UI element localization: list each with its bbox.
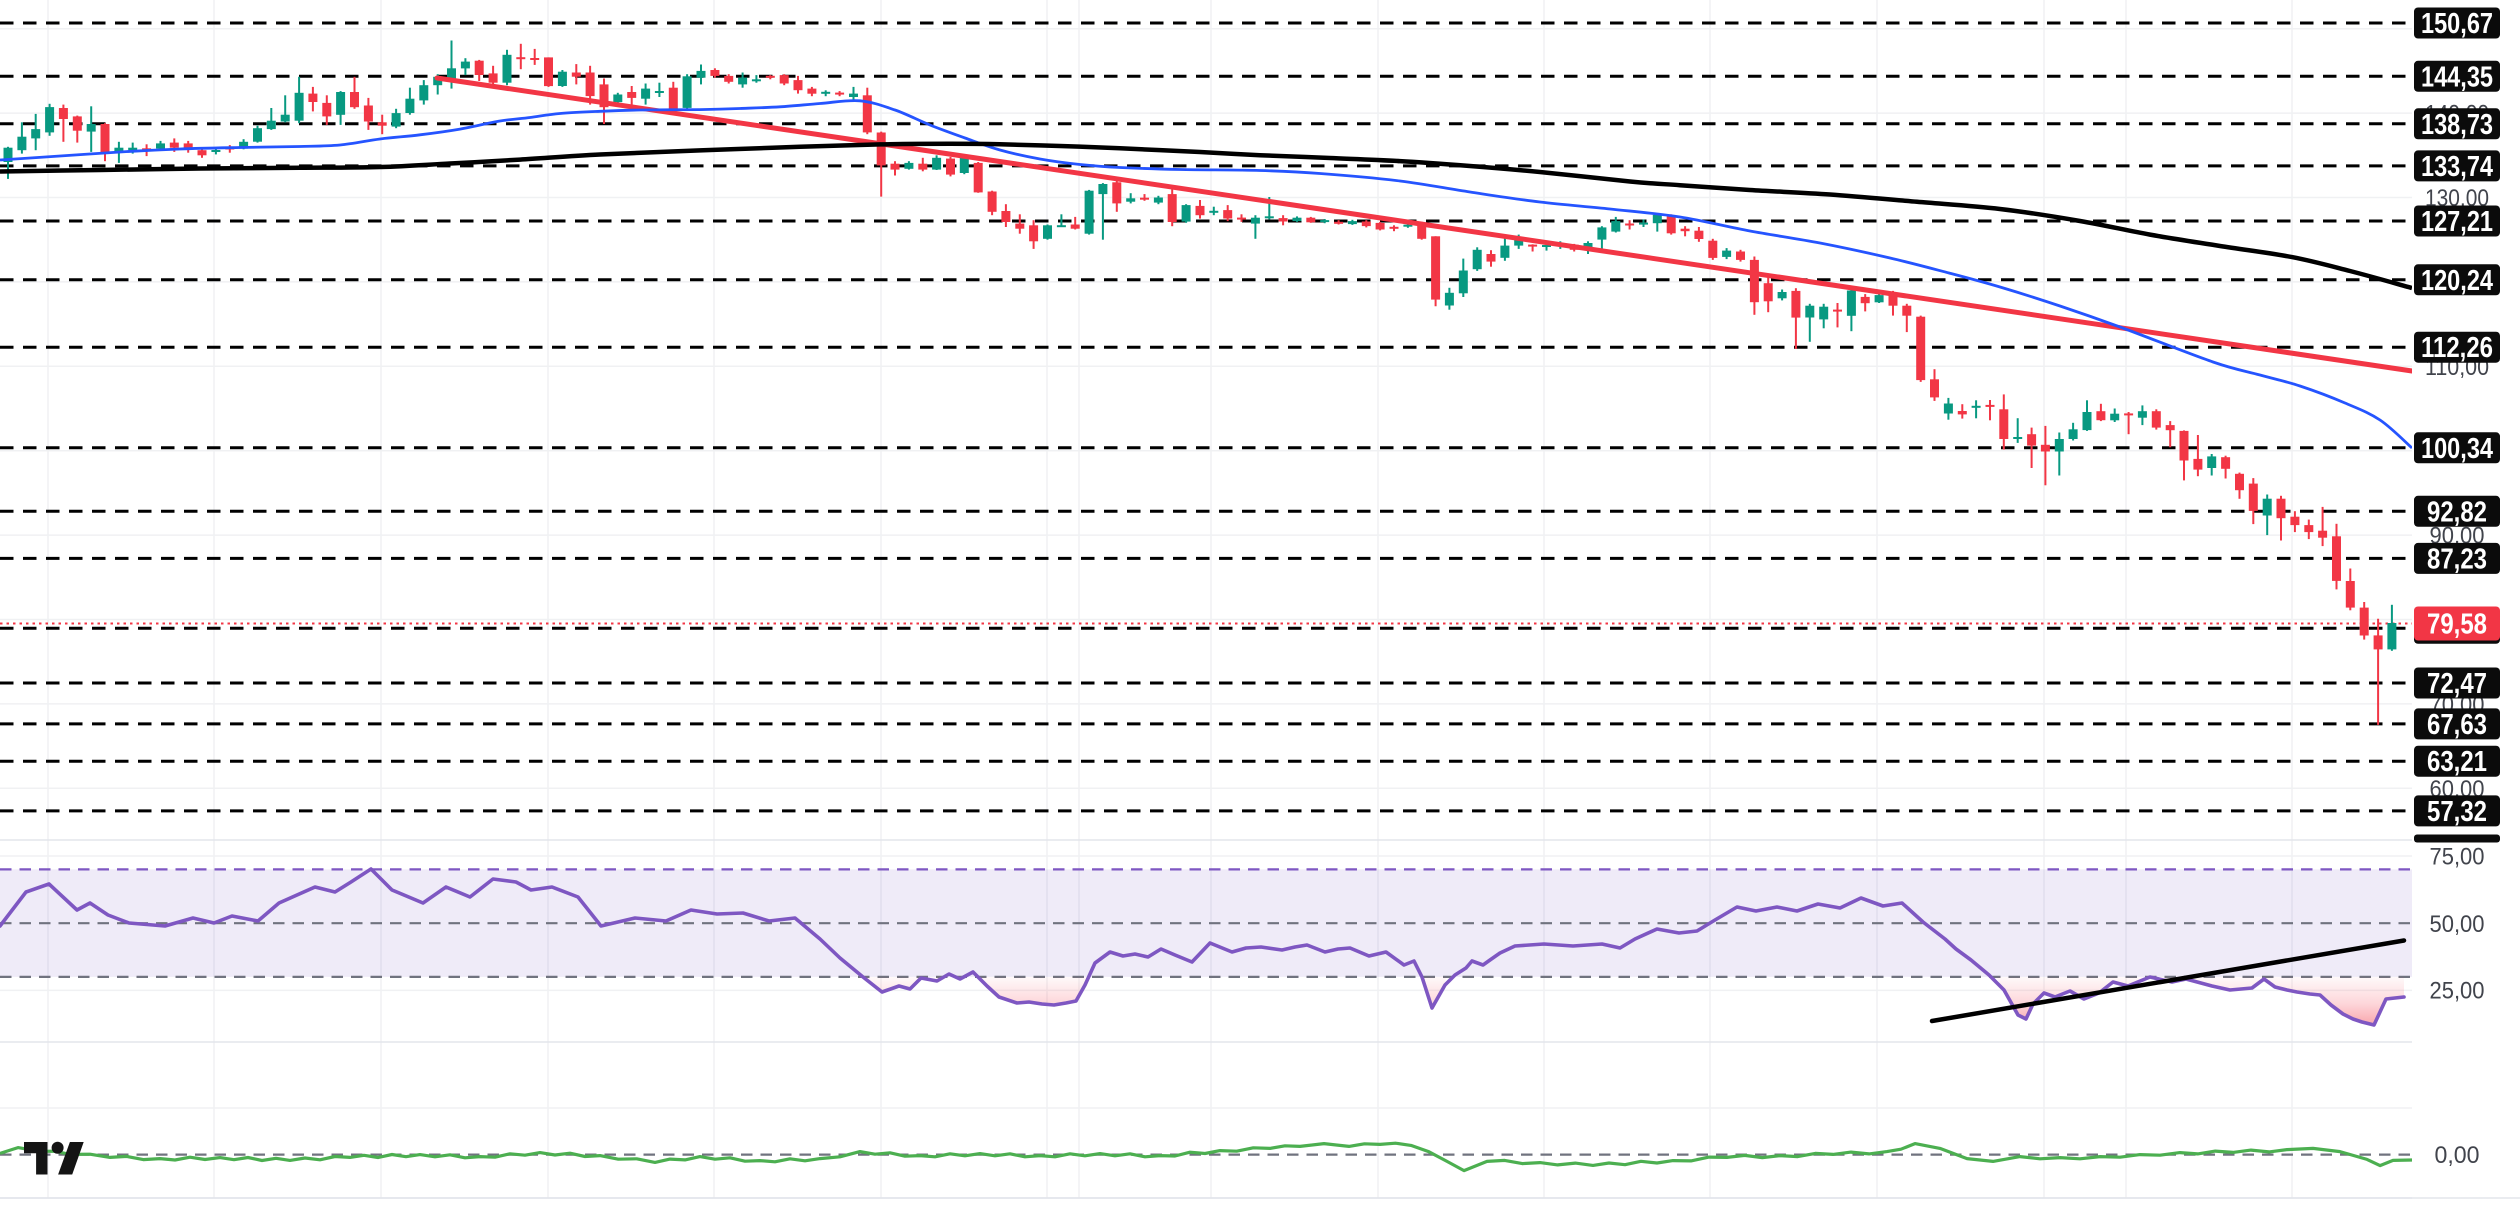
svg-text:133,74: 133,74 — [2421, 151, 2493, 183]
svg-text:50,00: 50,00 — [2430, 911, 2485, 938]
svg-text:100,34: 100,34 — [2421, 433, 2493, 465]
svg-text:79,58: 79,58 — [2427, 609, 2487, 641]
svg-text:72,47: 72,47 — [2427, 668, 2487, 700]
svg-text:112,26: 112,26 — [2421, 332, 2493, 364]
svg-text:87,23: 87,23 — [2427, 543, 2487, 575]
svg-text:57,32: 57,32 — [2427, 796, 2487, 828]
svg-text:127,21: 127,21 — [2421, 206, 2493, 238]
svg-text:120,24: 120,24 — [2421, 265, 2493, 297]
svg-text:150,67: 150,67 — [2421, 8, 2493, 40]
svg-text:67,63: 67,63 — [2427, 709, 2487, 741]
svg-text:63,21: 63,21 — [2427, 746, 2487, 778]
svg-text:75,00: 75,00 — [2430, 844, 2485, 871]
svg-text:92,82: 92,82 — [2427, 496, 2487, 528]
svg-text:0,00: 0,00 — [2435, 1142, 2480, 1169]
svg-text:25,00: 25,00 — [2430, 977, 2485, 1004]
svg-text:144,35: 144,35 — [2421, 61, 2493, 93]
svg-text:138,73: 138,73 — [2421, 109, 2493, 141]
